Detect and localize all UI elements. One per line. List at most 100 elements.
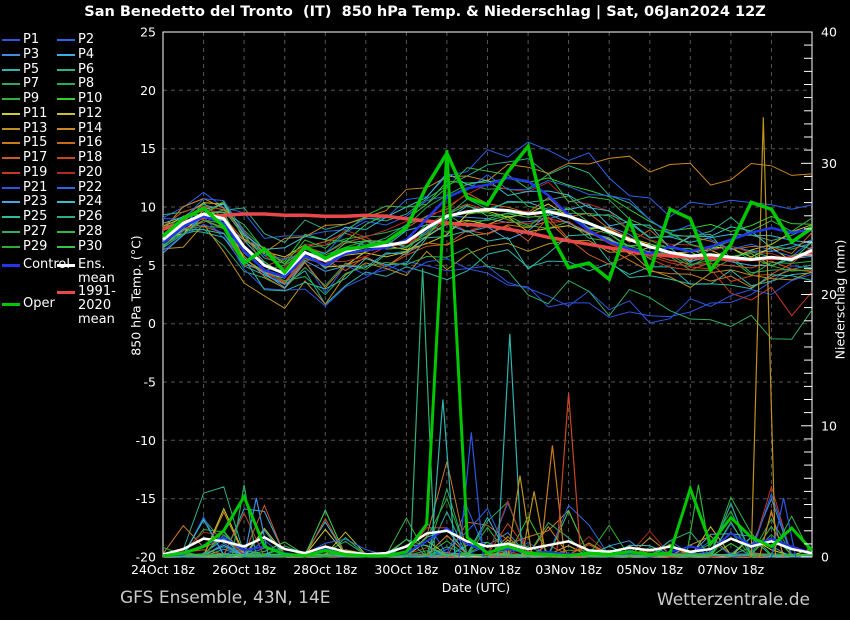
legend-line-swatch <box>57 39 75 41</box>
legend-item-p20: P20 <box>57 165 102 180</box>
legend-label: P4 <box>78 46 95 62</box>
member-temp-line-p13 <box>162 223 813 309</box>
legend-label: P17 <box>23 150 48 165</box>
legend-item-p21: P21 <box>2 179 48 195</box>
precip-tick-label: 0 <box>821 550 829 565</box>
legend-line-swatch <box>2 263 20 267</box>
legend-item-p27: P27 <box>2 223 48 239</box>
precip-tick-label: 40 <box>821 25 837 40</box>
legend-item-p19: P19 <box>2 164 48 180</box>
legend-line-swatch <box>57 83 75 86</box>
ens-mean-precip-line <box>162 529 813 556</box>
legend-line-swatch <box>57 216 75 218</box>
legend-label: P10 <box>78 91 103 106</box>
legend-item-p11: P11 <box>2 106 47 121</box>
precip-spike <box>409 268 436 558</box>
member-temp-line-p2 <box>162 141 813 239</box>
legend-line-swatch <box>57 230 75 233</box>
legend-item-ens-mean: Ens. mean <box>57 258 115 286</box>
date-tick-label: 24Oct 18z <box>131 562 195 577</box>
legend-label: P6 <box>78 61 95 77</box>
legend-item-p29: P29 <box>2 238 48 254</box>
site-credit-text: Wetterzentrale.de <box>656 590 810 610</box>
temp-tick-label: 0 <box>148 316 156 331</box>
member-precip-line-p29 <box>162 497 813 558</box>
legend-item-p30: P30 <box>57 239 102 254</box>
precip-spike <box>430 399 456 558</box>
y-axis-label-temp: 850 hPa Temp. (°C) <box>128 235 144 356</box>
date-tick-label: 28Oct 18z <box>293 562 357 577</box>
legend-label: P9 <box>23 91 40 106</box>
legend-label: P19 <box>23 164 48 180</box>
legend-item-p10: P10 <box>57 92 102 106</box>
legend-item-p1: P1 <box>2 33 39 47</box>
date-tick-label: 03Nov 18z <box>535 562 602 577</box>
legend-label: P28 <box>78 223 103 239</box>
legend-line-swatch <box>2 53 20 56</box>
legend-item-p15: P15 <box>2 136 47 150</box>
legend-line-swatch <box>57 142 75 145</box>
legend-line-swatch <box>57 53 75 56</box>
legend-line-swatch <box>2 39 20 41</box>
precip-spike <box>539 445 566 558</box>
legend-line-swatch <box>57 245 75 248</box>
precip-spike <box>507 475 533 558</box>
legend-label: Control <box>23 257 70 272</box>
legend-item-p16: P16 <box>57 136 102 150</box>
legend-item-p26: P26 <box>57 210 102 224</box>
legend-item-p18: P18 <box>57 151 102 165</box>
legend-line-swatch <box>2 230 20 233</box>
legend-label: P1 <box>23 32 40 47</box>
legend-line-swatch <box>2 127 20 130</box>
legend-line-swatch <box>57 263 75 267</box>
date-tick-label: 26Oct 18z <box>212 562 276 577</box>
legend-line-swatch <box>2 171 20 174</box>
precip-tick-label: 10 <box>821 418 837 433</box>
legend-item-p9: P9 <box>2 92 39 106</box>
legend-item-p6: P6 <box>57 61 95 77</box>
precip-spike <box>458 432 484 558</box>
temp-tick-label: 20 <box>140 83 156 98</box>
legend-item-p25: P25 <box>2 210 47 224</box>
precip-spike <box>750 117 777 558</box>
legend-item-p4: P4 <box>57 46 95 62</box>
member-temp-line-p17 <box>162 216 813 285</box>
legend-label: P18 <box>78 150 103 165</box>
legend-label: P2 <box>78 32 95 47</box>
legend-line-swatch <box>57 68 75 71</box>
legend-label: Ens. mean <box>78 257 115 286</box>
chart-title: San Benedetto del Tronto (IT) 850 hPa Te… <box>84 4 766 20</box>
legend-line-swatch <box>57 171 75 174</box>
legend-item-p8: P8 <box>57 77 94 91</box>
legend-label: P13 <box>23 120 48 136</box>
legend-item-p13: P13 <box>2 120 48 136</box>
legend-label: P27 <box>23 223 48 239</box>
legend-label: 1991-2020 mean <box>78 284 116 327</box>
legend-item-p28: P28 <box>57 223 103 239</box>
legend-line-swatch <box>2 83 20 86</box>
oper-temp-line <box>161 142 813 283</box>
member-temp-line-p6 <box>162 158 813 244</box>
legend-line-swatch <box>2 186 20 189</box>
legend-label: P14 <box>78 120 103 136</box>
member-temp-line-p14 <box>162 155 813 254</box>
legend-line-swatch <box>57 112 75 115</box>
legend-line-swatch <box>57 290 75 294</box>
temp-tick-label: -20 <box>136 550 156 565</box>
member-temp-line-p27 <box>162 219 813 340</box>
legend-line-swatch <box>57 127 75 130</box>
legend-label: P3 <box>23 46 40 62</box>
legend-line-swatch <box>2 112 20 115</box>
member-precip-line-p22 <box>162 492 813 558</box>
precip-tick-label: 30 <box>821 156 837 171</box>
legend-line-swatch <box>57 98 75 100</box>
legend-line-swatch <box>2 201 20 204</box>
legend-label: P12 <box>78 105 103 121</box>
legend-label: Oper <box>23 296 55 311</box>
legend-label: P7 <box>23 76 40 92</box>
member-temp-line-p25 <box>162 228 813 292</box>
legend-label: P21 <box>23 179 48 195</box>
legend-label: P29 <box>23 238 48 254</box>
